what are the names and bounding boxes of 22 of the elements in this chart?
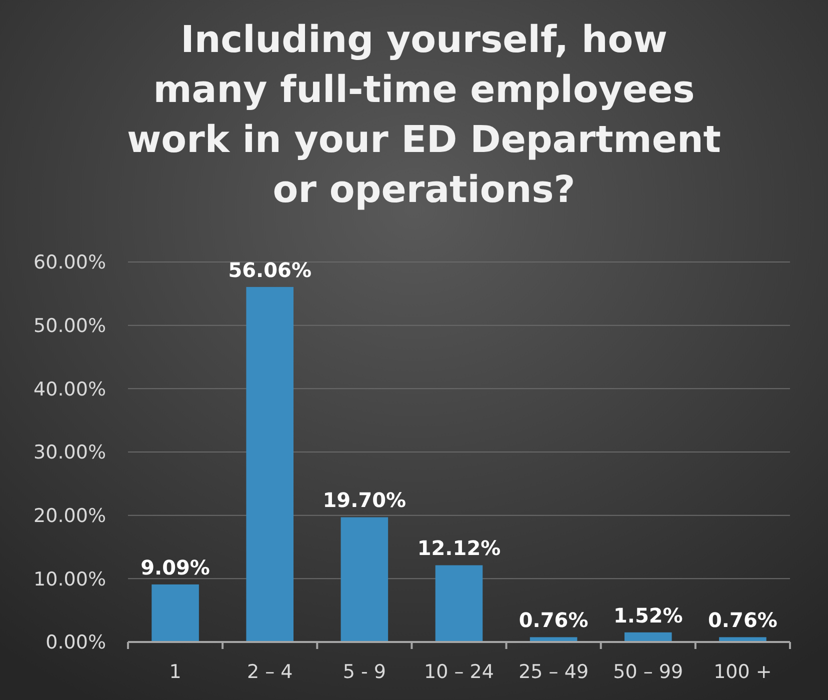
x-tick-label: 100 + <box>714 661 772 683</box>
x-tick-label: 2 – 4 <box>246 661 293 683</box>
chart-title: Including yourself, how many full-time employees work in your ED Department or operations? <box>127 18 721 211</box>
data-label: 1.52% <box>613 603 683 628</box>
data-label: 0.76% <box>518 608 588 632</box>
x-tick-label: 5 - 9 <box>342 661 386 683</box>
y-tick-label: 50.00% <box>34 314 106 337</box>
data-label: 12.12% <box>417 536 501 560</box>
x-tick-label: 10 – 24 <box>424 661 494 683</box>
data-label: 9.09% <box>140 555 210 580</box>
y-tick-label: 10.00% <box>34 568 106 590</box>
x-tick-label: 1 <box>169 661 182 683</box>
y-tick-label: 0.00% <box>46 632 106 654</box>
data-label: 0.76% <box>708 608 778 632</box>
x-tick-label: 50 – 99 <box>613 661 684 683</box>
y-tick-label: 60.00% <box>34 252 106 274</box>
x-tick-label: 25 – 49 <box>518 661 589 683</box>
y-tick-label: 40.00% <box>34 378 106 400</box>
y-tick-label: 20.00% <box>34 504 106 527</box>
data-label: 56.06% <box>228 258 312 282</box>
data-label: 19.70% <box>322 488 406 512</box>
y-tick-label: 30.00% <box>34 442 106 464</box>
